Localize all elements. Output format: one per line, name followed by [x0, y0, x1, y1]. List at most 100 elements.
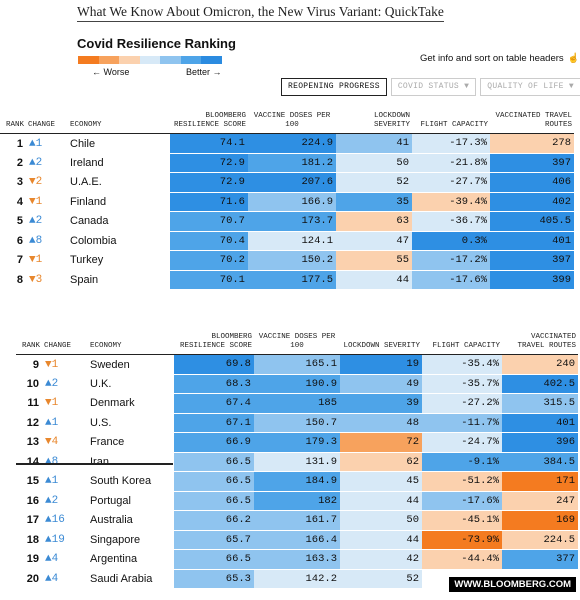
vaccine-cell: 173.7	[248, 211, 336, 232]
lockdown-cell: 47	[336, 231, 412, 251]
change-header[interactable]: CHANGE	[26, 112, 62, 134]
table-row[interactable]: 9 ▼1 Sweden 69.8 165.1 19 -35.4% 240	[16, 354, 578, 375]
legend-better-label: Better →	[186, 67, 222, 77]
table-row[interactable]: 1 ▲1 Chile 74.1 224.9 41 -17.3% 278	[0, 133, 574, 154]
table-row[interactable]: 18 ▲19 Singapore 65.7 166.4 44 -73.9% 224.5	[16, 530, 578, 550]
table-row[interactable]: 14 ▲8 Iran 66.5 131.9 62 -9.1% 384.5	[16, 452, 578, 472]
rank-cell: 1	[16, 137, 23, 150]
flight-header[interactable]: FLIGHT CAPACITY	[422, 333, 502, 355]
change-cell: ▲2	[45, 377, 59, 390]
score-cell: 70.7	[170, 211, 248, 232]
tab-quality-of-life[interactable]: QUALITY OF LIFE ▼	[480, 78, 580, 96]
table-row[interactable]: 12 ▲1 U.S. 67.1 150.7 48 -11.7% 401	[16, 413, 578, 433]
rank-cell: 11	[27, 397, 39, 410]
lockdown-cell: 55	[336, 250, 412, 271]
flight-cell: -35.4%	[422, 354, 502, 375]
travel-cell: 384.5	[502, 452, 578, 472]
vaccine-cell: 124.1	[248, 231, 336, 251]
category-tabs: REOPENING PROGRESS COVID STATUS ▼ QUALITY …	[281, 78, 580, 96]
table-row[interactable]: 17 ▲16 Australia 66.2 161.7 50 -45.1% 169	[16, 510, 578, 531]
economy-header[interactable]: ECONOMY	[82, 333, 174, 355]
vaccine-cell: 182	[254, 491, 340, 511]
rank-cell: 8	[16, 273, 23, 286]
table-row[interactable]: 7 ▼1 Turkey 70.2 150.2 55 -17.2% 397	[0, 250, 574, 271]
flight-header[interactable]: FLIGHT CAPACITY	[412, 112, 490, 134]
table-row[interactable]: 5 ▲2 Canada 70.7 173.7 63 -36.7% 405.5	[0, 211, 574, 232]
travel-header[interactable]: VACCINATED TRAVEL ROUTES	[502, 333, 578, 355]
table-header-row: RANK CHANGE ECONOMY BLOOMBERG RESILIENCE…	[0, 112, 574, 134]
vaccine-header[interactable]: VACCINE DOSES PER 100	[248, 112, 336, 134]
travel-cell: 240	[502, 354, 578, 375]
travel-cell: 278	[490, 133, 574, 154]
table-row[interactable]: 4 ▼1 Finland 71.6 166.9 35 -39.4% 402	[0, 192, 574, 212]
travel-cell: 169	[502, 510, 578, 531]
change-cell: ▲1	[45, 416, 59, 429]
rank-cell: 13	[26, 436, 39, 449]
economy-cell: Spain	[70, 273, 99, 286]
lockdown-cell: 50	[340, 510, 422, 531]
rank-header[interactable]: RANK	[16, 333, 42, 355]
table-row[interactable]: 13 ▼4 France 66.9 179.3 72 -24.7% 396	[16, 432, 578, 453]
score-cell: 66.5	[174, 549, 254, 570]
rank-cell: 6	[16, 234, 23, 247]
economy-header[interactable]: ECONOMY	[62, 112, 170, 134]
table-row[interactable]: 2 ▲2 Ireland 72.9 181.2 50 -21.8% 397	[0, 153, 574, 173]
table-row[interactable]: 3 ▼2 U.A.E. 72.9 207.6 52 -27.7% 406	[0, 172, 574, 193]
vaccine-cell: 161.7	[254, 510, 340, 531]
vaccine-cell: 179.3	[254, 432, 340, 453]
vaccine-cell: 131.9	[254, 452, 340, 472]
lockdown-header[interactable]: LOCKDOWN SEVERITY	[340, 333, 422, 355]
economy-cell: U.S.	[90, 416, 112, 429]
rank-cell: 9	[32, 358, 39, 371]
change-cell: ▲8	[29, 234, 43, 247]
travel-cell: 397	[490, 153, 574, 173]
travel-header[interactable]: VACCINATED TRAVEL ROUTES	[490, 112, 574, 134]
score-cell: 66.5	[174, 491, 254, 511]
vaccine-header[interactable]: VACCINE DOSES PER 100	[254, 333, 340, 355]
table-row[interactable]: 6 ▲8 Colombia 70.4 124.1 47 0.3% 401	[0, 231, 574, 251]
table-row[interactable]: 11 ▼1 Denmark 67.4 185 39 -27.2% 315.5	[16, 393, 578, 414]
score-header[interactable]: BLOOMBERG RESILIENCE SCORE	[174, 333, 254, 355]
economy-cell: Portugal	[90, 494, 131, 507]
table-row[interactable]: 16 ▲2 Portugal 66.5 182 44 -17.6% 247	[16, 491, 578, 511]
table-header-row: RANK CHANGE ECONOMY BLOOMBERG RESILIENCE…	[16, 333, 578, 355]
flight-cell: -17.6%	[422, 491, 502, 511]
rank-cell: 12	[26, 416, 39, 429]
tab-reopening-progress[interactable]: REOPENING PROGRESS	[281, 78, 387, 96]
table-row[interactable]: 15 ▲1 South Korea 66.5 184.9 45 -51.2% 171	[16, 471, 578, 492]
rank-cell: 14	[26, 455, 39, 468]
lockdown-header[interactable]: LOCKDOWN SEVERITY	[336, 112, 412, 134]
vaccine-cell: 150.7	[254, 413, 340, 433]
table-row[interactable]: 8 ▼3 Spain 70.1 177.5 44 -17.6% 399	[0, 270, 574, 290]
top-ranking-table: RANK CHANGE ECONOMY BLOOMBERG RESILIENCE…	[0, 112, 574, 290]
bloomberg-watermark: WWW.BLOOMBERG.COM	[449, 577, 576, 592]
economy-cell: U.A.E.	[70, 176, 102, 189]
economy-cell: Iran	[90, 455, 109, 468]
tab-covid-status[interactable]: COVID STATUS ▼	[390, 78, 477, 96]
change-header[interactable]: CHANGE	[42, 333, 82, 355]
rank-cell: 4	[16, 195, 23, 208]
economy-cell: Canada	[70, 215, 109, 228]
vaccine-cell: 142.2	[254, 569, 340, 589]
flight-cell: -17.2%	[412, 250, 490, 271]
score-cell: 67.4	[174, 393, 254, 414]
score-header[interactable]: BLOOMBERG RESILIENCE SCORE	[170, 112, 248, 134]
article-headline-link[interactable]: What We Know About Omicron, the New Viru…	[77, 4, 444, 22]
score-cell: 67.1	[174, 413, 254, 433]
economy-cell: Argentina	[90, 553, 138, 566]
table-row[interactable]: 19 ▲4 Argentina 66.5 163.3 42 -44.4% 377	[16, 549, 578, 570]
flight-cell: -36.7%	[412, 211, 490, 232]
vaccine-cell: 150.2	[248, 250, 336, 271]
change-cell: ▲2	[45, 494, 59, 507]
vaccine-cell: 184.9	[254, 471, 340, 492]
sort-hint: Get info and sort on table headers ☝	[420, 53, 580, 64]
rank-cell: 18	[26, 533, 39, 546]
table-row[interactable]: 10 ▲2 U.K. 68.3 190.9 49 -35.7% 402.5	[16, 374, 578, 394]
score-cell: 66.2	[174, 510, 254, 531]
cutoff-divider	[16, 463, 173, 465]
economy-cell: Australia	[90, 514, 133, 527]
change-cell: ▲8	[45, 455, 59, 468]
score-cell: 66.9	[174, 432, 254, 453]
score-cell: 74.1	[170, 133, 248, 154]
rank-header[interactable]: RANK	[0, 112, 26, 134]
